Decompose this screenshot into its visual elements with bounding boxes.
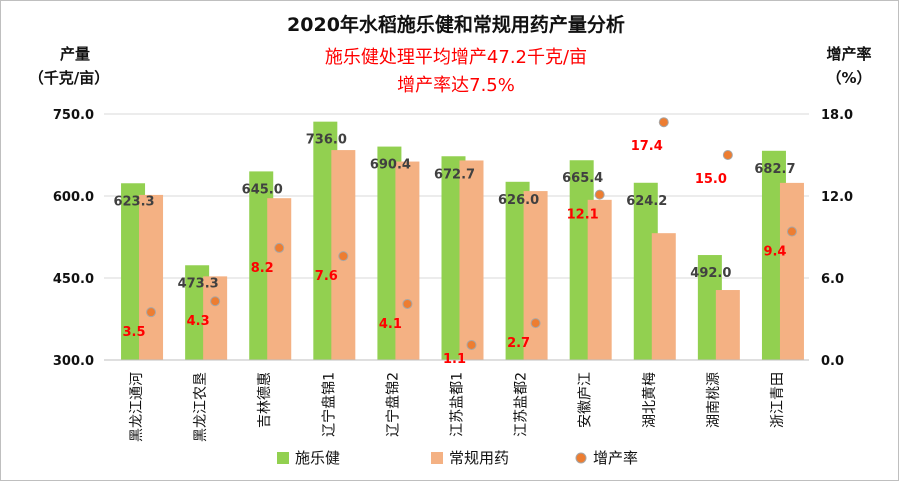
rate-point-7 (594, 189, 605, 200)
category-label: 江苏盐都2 (514, 372, 530, 437)
legend-swatch-施乐健 (277, 452, 289, 464)
left-tick-label: 600.0 (53, 190, 94, 205)
left-axis-title-line: （千克/亩） (29, 69, 109, 87)
rate-value-label: 9.4 (763, 245, 786, 260)
bar-value-label: 682.7 (754, 162, 795, 177)
legend-label: 常规用药 (449, 449, 509, 467)
bar-常规用药-5 (459, 160, 484, 360)
bar-常规用药-7 (587, 199, 612, 360)
right-axis-title-line: 增产率 (826, 45, 871, 63)
right-tick-label: 18.0 (821, 108, 853, 123)
rate-point-10 (786, 226, 797, 237)
left-tick-label: 450.0 (53, 272, 94, 287)
category-label: 安徽庐江 (578, 372, 594, 428)
bar-value-label: 690.4 (370, 158, 411, 173)
rate-point-6 (530, 318, 541, 329)
category-label: 辽宁盘锦2 (384, 372, 401, 437)
bar-常规用药-1 (203, 276, 228, 360)
rate-value-label: 2.7 (507, 336, 530, 351)
bar-value-label: 623.3 (113, 194, 154, 209)
rate-value-label: 4.3 (187, 314, 210, 329)
right-tick-label: 12.0 (821, 190, 853, 205)
legend-label: 增产率 (593, 449, 638, 467)
bar-value-label: 473.3 (178, 276, 219, 291)
legend-label: 施乐健 (295, 449, 340, 467)
category-label: 黑龙江通河 (129, 372, 145, 442)
rate-point-8 (658, 117, 669, 128)
right-tick-label: 6.0 (821, 272, 844, 287)
rate-value-label: 15.0 (695, 172, 727, 187)
right-axis-title-line: （%） (826, 69, 871, 87)
category-label: 湖南桃源 (706, 372, 722, 428)
rate-value-label: 7.6 (315, 269, 338, 284)
category-label: 吉林德惠 (257, 372, 273, 428)
rate-point-5 (466, 339, 477, 350)
rate-point-1 (210, 296, 221, 307)
rate-value-label: 1.1 (443, 352, 466, 367)
legend-swatch-增产率 (575, 452, 587, 464)
left-tick-label: 300.0 (53, 354, 94, 369)
chart-subtitle-line: 增产率达7.5% (397, 75, 515, 96)
bar-value-label: 645.0 (242, 182, 283, 197)
chart-subtitle-line: 施乐健处理平均增产47.2千克/亩 (325, 47, 587, 68)
bar-常规用药-2 (267, 198, 292, 360)
legend-swatch-常规用药 (431, 452, 443, 464)
bar-value-label: 665.4 (562, 171, 603, 186)
rate-value-label: 4.1 (379, 317, 402, 332)
bar-常规用药-8 (651, 233, 676, 360)
category-label: 辽宁盘锦1 (320, 372, 337, 437)
rate-value-label: 17.4 (631, 139, 663, 154)
rate-point-9 (722, 150, 733, 160)
left-tick-label: 750.0 (53, 108, 94, 123)
bar-value-label: 624.2 (626, 194, 667, 209)
bar-常规用药-9 (715, 290, 740, 360)
rate-point-0 (146, 307, 157, 318)
rate-point-4 (402, 298, 413, 309)
bar-value-label: 492.0 (690, 266, 731, 281)
rate-value-label: 12.1 (567, 208, 599, 223)
rate-value-label: 8.2 (251, 261, 274, 276)
category-label: 黑龙江农垦 (193, 372, 209, 442)
chart-title: 2020年水稻施乐健和常规用药产量分析 (287, 13, 625, 36)
bar-value-label: 626.0 (498, 193, 539, 208)
rate-point-3 (338, 251, 349, 262)
bar-value-label: 736.0 (306, 133, 347, 148)
bar-value-label: 672.7 (434, 167, 475, 182)
rate-point-2 (274, 242, 285, 253)
category-label: 浙江青田 (770, 372, 786, 428)
bar-常规用药-10 (779, 182, 804, 360)
right-tick-label: 0.0 (821, 354, 844, 369)
bar-常规用药-4 (395, 161, 420, 360)
category-label: 湖北黄梅 (641, 372, 658, 428)
bar-常规用药-6 (523, 191, 548, 360)
rate-value-label: 3.5 (123, 325, 146, 340)
bar-常规用药-0 (139, 194, 164, 360)
left-axis-title-line: 产量 (60, 45, 90, 63)
category-label: 江苏盐都1 (450, 372, 466, 437)
